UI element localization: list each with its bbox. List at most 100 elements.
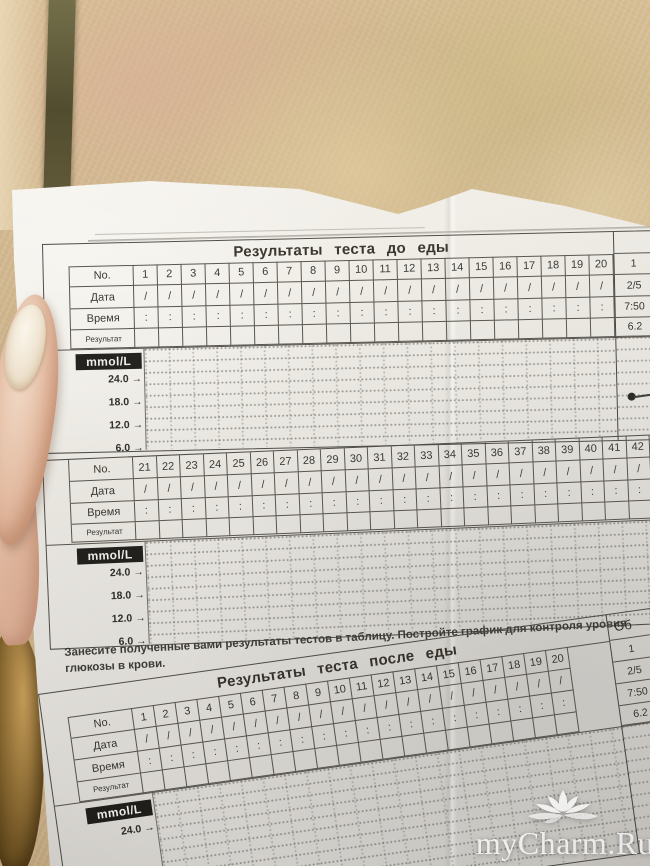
lotus-icon [528,790,598,824]
date-cell: / [483,677,509,703]
spacer-cell [43,481,71,505]
date-cell: / [345,469,370,493]
result-cell [398,322,424,342]
before-meal-section: Результаты теста до еды No. 1 2 3 4 5 6 7 8 9 10 1… [42,229,650,454]
result-cell [370,511,395,531]
time-cell: : [322,492,347,515]
result-cell [566,318,592,339]
result-cell [350,323,376,344]
column-number-cell: 42 [626,435,650,459]
column-number-cell: 34 [438,443,463,467]
result-cell [518,319,544,340]
column-number-cell: 22 [156,455,181,479]
date-cell: / [368,468,394,492]
time-cell: : [346,491,371,514]
date-cell: / [589,275,615,298]
sample-date-cell: 2/5 [614,274,650,298]
result-cell [254,325,280,346]
time-cell: : [302,303,327,326]
tick-value: 24.0 [108,373,129,386]
result-cell [326,324,352,344]
sample-title-cell [613,231,650,255]
time-cell: : [225,736,250,762]
column-number-cell: 14 [445,257,470,279]
date-cell: / [298,471,323,495]
tick-value: 24.0 [109,566,131,580]
row-label-date: Дата [69,285,135,310]
time-cell: : [566,297,591,320]
result-cell [605,501,630,521]
time-cell: : [278,304,303,326]
date-cell: / [556,460,581,484]
time-cell: : [230,305,255,327]
date-cell: / [331,699,356,725]
time-cell: : [182,306,207,328]
result-cell [302,324,328,345]
arrow-right-icon: → [133,565,145,579]
spacer-cell [44,503,72,526]
arrow-right-icon: → [134,611,146,625]
time-cell: : [470,299,495,322]
time-cell: : [463,486,488,509]
column-number-cell: 11 [373,258,398,281]
column-number-cell: 2 [157,263,182,286]
column-number-cell: 33 [414,444,440,468]
time-cell: : [398,301,423,323]
date-cell: / [287,705,313,731]
column-number-cell: 4 [197,695,223,721]
column-number-cell: 7 [277,261,302,283]
date-cell: / [397,279,423,302]
column-number-cell: 24 [203,453,228,477]
date-cell: / [486,463,511,487]
date-cell: / [265,708,291,734]
date-cell: / [505,674,531,700]
result-cell [278,325,304,345]
time-cell: : [557,482,582,505]
time-cell: : [350,302,375,325]
before-meal-table: No. 1 2 3 4 5 6 7 8 9 10 11 12 13 14 15 16 17 18 19 20 Дата… [43,254,616,350]
column-number-cell: 3 [175,698,201,724]
time-cell: : [580,481,606,504]
arrow-right-icon: → [133,588,145,602]
result-cell [158,327,184,348]
result-cell [422,321,448,342]
date-cell: / [134,726,160,752]
tick-value: 12.0 [109,419,130,432]
column-number-cell: 2 [153,701,179,727]
column-number-cell: 26 [250,451,275,475]
date-cell: / [157,284,183,308]
result-cell [534,504,560,524]
column-number-cell: 37 [508,440,534,464]
result-cell [464,507,489,527]
date-cell: / [157,477,182,501]
sample-mini-chart [616,336,650,440]
arrow-right-icon: → [133,441,144,454]
arrow-right-icon: → [132,418,144,431]
result-cell [511,505,536,525]
time-cell: : [181,742,207,768]
row-label-no: No. [69,264,134,288]
time-cell: : [252,495,277,518]
date-cell: / [461,680,487,706]
date-cell: / [421,278,447,302]
result-cell [159,520,184,540]
date-cell: / [277,282,303,305]
time-cell: : [590,297,615,319]
column-number-cell: 40 [579,437,604,461]
axis-tick-24: 24.0 → [110,566,144,579]
date-cell: / [243,711,269,737]
date-cell: / [493,277,519,300]
time-cell: : [510,484,535,507]
time-cell: : [206,305,231,328]
date-cell: / [301,281,327,305]
time-cell: : [518,298,543,321]
column-number-cell: 3 [181,263,206,285]
axis-tick-12: 12.0 → [112,612,146,625]
time-cell: : [290,727,316,752]
result-cell [487,506,513,526]
column-number-cell: 1 [133,264,158,286]
column-number-cell: 15 [436,662,462,687]
tick-value: 24.0 [120,822,143,838]
column-number-cell: 13 [393,668,419,694]
date-cell: / [445,278,471,301]
